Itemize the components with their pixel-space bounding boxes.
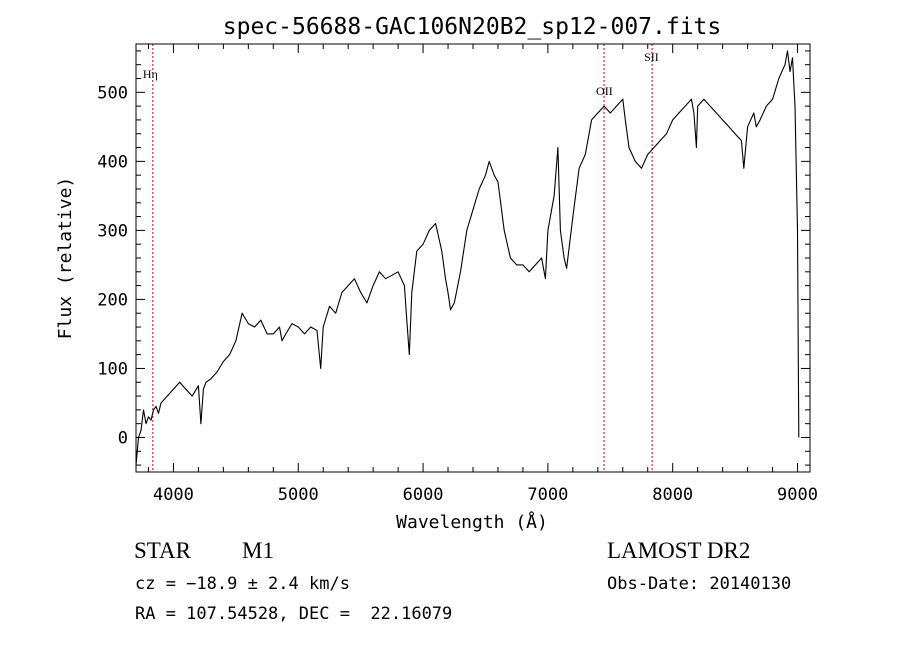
- y-axis-label: Flux (relative): [55, 177, 76, 340]
- y-tick-label: 300: [97, 221, 128, 241]
- spectrum-series-line: [135, 50, 800, 466]
- observation-date: Obs-Date: 20140130: [607, 574, 792, 594]
- y-tick-label: 500: [97, 83, 128, 103]
- y-tick-label: 100: [97, 359, 128, 379]
- y-tick-label: 400: [97, 152, 128, 172]
- object-subclass: M1: [242, 538, 274, 563]
- coordinates: RA = 107.54528, DEC = 22.16079: [135, 604, 453, 624]
- survey-name: LAMOST DR2: [607, 538, 751, 563]
- x-tick-label: 8000: [652, 485, 693, 505]
- y-axis: 0 100 200 300 400 500: [97, 50, 810, 466]
- line-marker-label: Hη: [143, 67, 158, 81]
- chart-title: spec-56688-GAC106N20B2_sp12-007.fits: [223, 14, 722, 40]
- x-axis: 4000 5000 6000 7000 8000 9000: [147, 44, 818, 505]
- x-tick-label: 4000: [153, 485, 194, 505]
- plot-frame: [135, 43, 811, 473]
- x-tick-label: 9000: [777, 485, 818, 505]
- x-tick-label: 7000: [527, 485, 568, 505]
- x-axis-label: Wavelength (Å): [396, 511, 548, 533]
- object-class: STAR: [134, 538, 191, 563]
- line-marker-label: SII: [644, 50, 659, 64]
- line-marker-label: OII: [596, 84, 613, 98]
- x-tick-label: 5000: [278, 485, 319, 505]
- line-markers: Hη OII SII: [143, 44, 659, 472]
- y-tick-label: 0: [118, 428, 128, 448]
- x-tick-label: 6000: [403, 485, 444, 505]
- y-tick-label: 200: [97, 290, 128, 310]
- redshift-velocity: cz = −18.9 ± 2.4 km/s: [135, 574, 350, 594]
